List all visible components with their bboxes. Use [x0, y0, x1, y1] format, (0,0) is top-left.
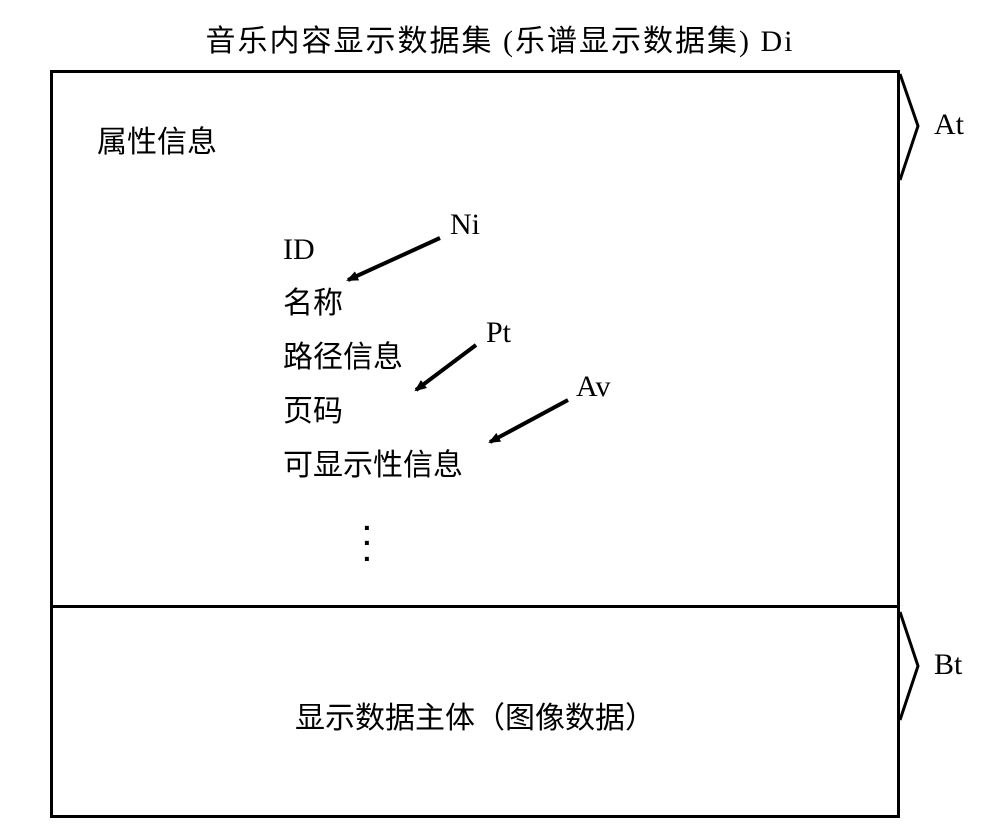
leader-bt: [0, 0, 1000, 840]
label-bt: Bt: [934, 648, 962, 682]
